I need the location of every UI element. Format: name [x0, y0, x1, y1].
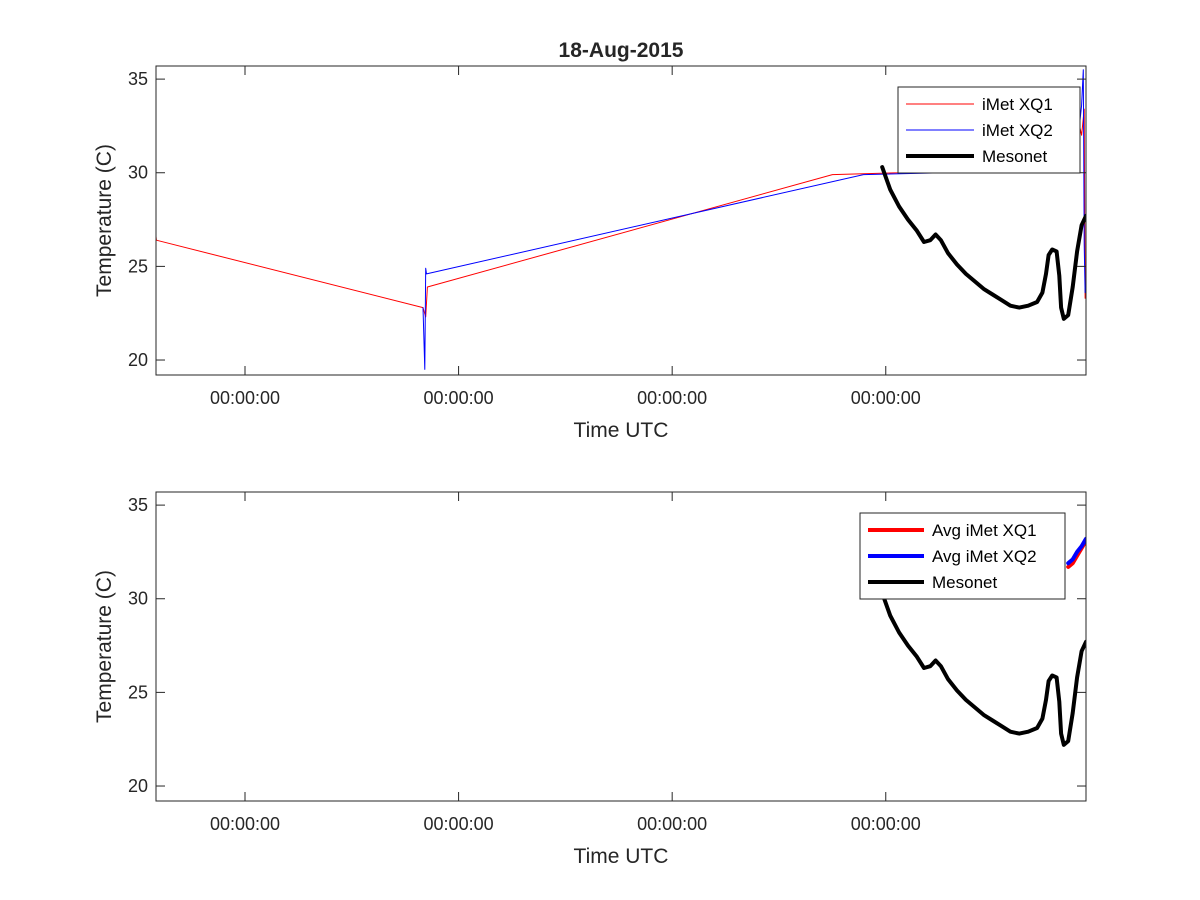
x-tick-label: 00:00:00: [637, 814, 707, 834]
bottom-plot: 20 25 30 35 00:00:00 00:00:00 00:00:00 00:00:00…: [93, 491, 1087, 868]
legend-label: Mesonet: [982, 147, 1047, 166]
legend-label: iMet XQ1: [982, 95, 1053, 114]
legend: iMet XQ1 iMet XQ2 Mesonet: [897, 86, 1081, 174]
x-tick-label: 00:00:00: [210, 388, 280, 408]
x-tick-label: 00:00:00: [851, 388, 921, 408]
y-tick-label: 25: [128, 256, 148, 276]
legend: Avg iMet XQ1 Avg iMet XQ2 Mesonet: [859, 512, 1066, 600]
y-axis-label: Temperature (C): [93, 144, 116, 297]
x-axis-label: Time UTC: [574, 845, 669, 868]
top-plot: 20 25 30 35 00:00:00 00:00:00 00:00:00 00:00:00…: [93, 39, 1087, 442]
axes-frame: [155, 65, 1087, 376]
y-tick-label: 35: [128, 495, 148, 515]
y-tick-label: 30: [128, 163, 148, 183]
tick-layer: 20 25 30 35 00:00:00 00:00:00 00:00:00 00:00:00: [128, 66, 1086, 408]
series-line-mesonet: [880, 165, 1086, 321]
y-tick-label: 35: [128, 69, 148, 89]
legend-label: Mesonet: [932, 573, 997, 592]
y-tick-label: 20: [128, 776, 148, 796]
x-tick-label: 00:00:00: [637, 388, 707, 408]
x-tick-label: 00:00:00: [210, 814, 280, 834]
x-tick-label: 00:00:00: [424, 814, 494, 834]
series-layer: [880, 536, 1086, 747]
y-tick-label: 30: [128, 589, 148, 609]
series-line-avg-imet-xq2: [1066, 536, 1086, 566]
chart-title: 18-Aug-2015: [559, 39, 684, 62]
x-tick-label: 00:00:00: [424, 388, 494, 408]
legend-label: iMet XQ2: [982, 121, 1053, 140]
axes-frame: [155, 491, 1087, 802]
series-line-mesonet: [880, 591, 1086, 747]
tick-layer: 20 25 30 35 00:00:00 00:00:00 00:00:00 00:00:00: [128, 492, 1086, 834]
x-axis-label: Time UTC: [574, 419, 669, 442]
y-tick-label: 20: [128, 350, 148, 370]
x-tick-label: 00:00:00: [851, 814, 921, 834]
legend-label: Avg iMet XQ2: [932, 547, 1037, 566]
y-axis-label: Temperature (C): [93, 570, 116, 723]
legend-label: Avg iMet XQ1: [932, 521, 1037, 540]
y-tick-label: 25: [128, 682, 148, 702]
